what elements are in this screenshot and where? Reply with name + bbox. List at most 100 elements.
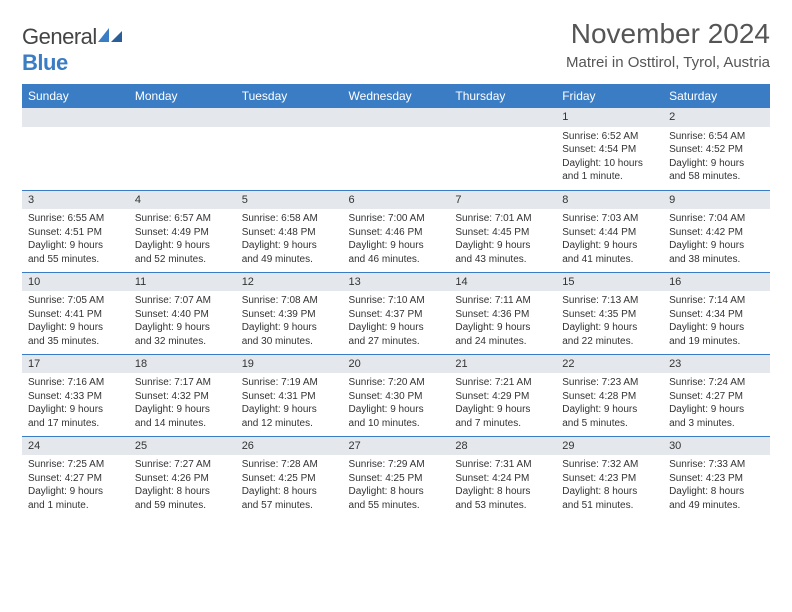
calendar-day-cell: 15Sunrise: 7:13 AMSunset: 4:35 PMDayligh… xyxy=(556,272,663,354)
day-body: Sunrise: 7:14 AMSunset: 4:34 PMDaylight:… xyxy=(663,291,770,348)
calendar-day-cell xyxy=(129,108,236,190)
calendar-day-cell: 27Sunrise: 7:29 AMSunset: 4:25 PMDayligh… xyxy=(343,436,450,518)
calendar-day-cell: 26Sunrise: 7:28 AMSunset: 4:25 PMDayligh… xyxy=(236,436,343,518)
day-number-bar: 22 xyxy=(556,355,663,374)
day-sunset: Sunset: 4:40 PM xyxy=(135,308,230,322)
day-sunrise: Sunrise: 7:19 AM xyxy=(242,376,337,390)
day-daylight2: and 24 minutes. xyxy=(455,335,550,349)
day-body: Sunrise: 7:20 AMSunset: 4:30 PMDaylight:… xyxy=(343,373,450,430)
calendar-day-cell: 9Sunrise: 7:04 AMSunset: 4:42 PMDaylight… xyxy=(663,190,770,272)
day-daylight2: and 10 minutes. xyxy=(349,417,444,431)
calendar-day-cell: 30Sunrise: 7:33 AMSunset: 4:23 PMDayligh… xyxy=(663,436,770,518)
day-number-bar: 27 xyxy=(343,437,450,456)
day-number-bar: 2 xyxy=(663,108,770,127)
day-sunset: Sunset: 4:37 PM xyxy=(349,308,444,322)
sail-icon xyxy=(98,28,124,44)
day-body: Sunrise: 7:28 AMSunset: 4:25 PMDaylight:… xyxy=(236,455,343,512)
day-daylight1: Daylight: 8 hours xyxy=(349,485,444,499)
calendar-week-row: 10Sunrise: 7:05 AMSunset: 4:41 PMDayligh… xyxy=(22,272,770,354)
day-sunrise: Sunrise: 7:11 AM xyxy=(455,294,550,308)
logo: GeneralBlue xyxy=(22,24,124,76)
calendar-day-cell: 3 Sunrise: 6:55 AMSunset: 4:51 PMDaylight… xyxy=(22,190,129,272)
day-body: Sunrise: 7:17 AMSunset: 4:32 PMDaylight:… xyxy=(129,373,236,430)
day-daylight1: Daylight: 9 hours xyxy=(135,403,230,417)
day-sunset: Sunset: 4:34 PM xyxy=(669,308,764,322)
calendar-day-cell xyxy=(22,108,129,190)
day-sunset: Sunset: 4:27 PM xyxy=(669,390,764,404)
day-daylight1: Daylight: 9 hours xyxy=(28,239,123,253)
day-number-bar: 12 xyxy=(236,273,343,292)
calendar-day-cell xyxy=(236,108,343,190)
day-daylight1: Daylight: 9 hours xyxy=(242,403,337,417)
day-body: Sunrise: 7:00 AMSunset: 4:46 PMDaylight:… xyxy=(343,209,450,266)
calendar-day-cell: 5Sunrise: 6:58 AMSunset: 4:48 PMDaylight… xyxy=(236,190,343,272)
day-daylight1: Daylight: 8 hours xyxy=(242,485,337,499)
day-body: Sunrise: 7:04 AMSunset: 4:42 PMDaylight:… xyxy=(663,209,770,266)
day-daylight2: and 57 minutes. xyxy=(242,499,337,513)
day-sunset: Sunset: 4:52 PM xyxy=(669,143,764,157)
day-daylight1: Daylight: 9 hours xyxy=(669,239,764,253)
day-number-bar: 1 xyxy=(556,108,663,127)
day-number-bar: 18 xyxy=(129,355,236,374)
day-sunrise: Sunrise: 7:13 AM xyxy=(562,294,657,308)
day-sunset: Sunset: 4:54 PM xyxy=(562,143,657,157)
day-sunset: Sunset: 4:42 PM xyxy=(669,226,764,240)
day-number-bar: 24 xyxy=(22,437,129,456)
day-sunset: Sunset: 4:46 PM xyxy=(349,226,444,240)
day-sunset: Sunset: 4:41 PM xyxy=(28,308,123,322)
day-daylight2: and 1 minute. xyxy=(28,499,123,513)
day-number-bar: 7 xyxy=(449,191,556,210)
day-number-bar: 5 xyxy=(236,191,343,210)
day-sunrise: Sunrise: 7:29 AM xyxy=(349,458,444,472)
day-number-bar: 19 xyxy=(236,355,343,374)
day-sunset: Sunset: 4:23 PM xyxy=(562,472,657,486)
day-daylight1: Daylight: 9 hours xyxy=(28,485,123,499)
day-number-bar: 30 xyxy=(663,437,770,456)
day-sunset: Sunset: 4:51 PM xyxy=(28,226,123,240)
day-number-bar: 8 xyxy=(556,191,663,210)
weekday-header: Tuesday xyxy=(236,84,343,108)
calendar-day-cell: 7Sunrise: 7:01 AMSunset: 4:45 PMDaylight… xyxy=(449,190,556,272)
weekday-header: Saturday xyxy=(663,84,770,108)
day-sunset: Sunset: 4:39 PM xyxy=(242,308,337,322)
day-body: Sunrise: 7:31 AMSunset: 4:24 PMDaylight:… xyxy=(449,455,556,512)
day-sunrise: Sunrise: 7:20 AM xyxy=(349,376,444,390)
day-daylight2: and 46 minutes. xyxy=(349,253,444,267)
day-daylight2: and 43 minutes. xyxy=(455,253,550,267)
day-number-bar: 14 xyxy=(449,273,556,292)
calendar-document: GeneralBlue November 2024 Matrei in Ostt… xyxy=(0,0,792,536)
logo-brand-b: Blue xyxy=(22,50,68,75)
calendar-day-cell: 6Sunrise: 7:00 AMSunset: 4:46 PMDaylight… xyxy=(343,190,450,272)
day-daylight2: and 55 minutes. xyxy=(28,253,123,267)
day-sunrise: Sunrise: 7:16 AM xyxy=(28,376,123,390)
day-sunrise: Sunrise: 7:08 AM xyxy=(242,294,337,308)
day-number-bar xyxy=(129,108,236,127)
day-daylight2: and 17 minutes. xyxy=(28,417,123,431)
day-sunset: Sunset: 4:31 PM xyxy=(242,390,337,404)
day-number-bar: 3 xyxy=(22,191,129,210)
logo-brand-a: General xyxy=(22,24,97,49)
day-number-bar: 23 xyxy=(663,355,770,374)
day-daylight1: Daylight: 9 hours xyxy=(242,239,337,253)
day-body: Sunrise: 6:58 AMSunset: 4:48 PMDaylight:… xyxy=(236,209,343,266)
day-sunrise: Sunrise: 7:03 AM xyxy=(562,212,657,226)
day-sunrise: Sunrise: 6:57 AM xyxy=(135,212,230,226)
calendar-week-row: 24Sunrise: 7:25 AMSunset: 4:27 PMDayligh… xyxy=(22,436,770,518)
day-daylight1: Daylight: 9 hours xyxy=(455,239,550,253)
calendar-day-cell: 12Sunrise: 7:08 AMSunset: 4:39 PMDayligh… xyxy=(236,272,343,354)
day-number-bar: 11 xyxy=(129,273,236,292)
day-daylight1: Daylight: 9 hours xyxy=(349,239,444,253)
day-number-bar: 17 xyxy=(22,355,129,374)
calendar-day-cell: 18Sunrise: 7:17 AMSunset: 4:32 PMDayligh… xyxy=(129,354,236,436)
day-daylight1: Daylight: 9 hours xyxy=(562,321,657,335)
day-body: Sunrise: 6:52 AMSunset: 4:54 PMDaylight:… xyxy=(556,127,663,184)
day-sunrise: Sunrise: 6:58 AM xyxy=(242,212,337,226)
weekday-header: Sunday xyxy=(22,84,129,108)
day-number-bar: 15 xyxy=(556,273,663,292)
day-daylight2: and 53 minutes. xyxy=(455,499,550,513)
day-sunrise: Sunrise: 6:55 AM xyxy=(28,212,123,226)
day-daylight1: Daylight: 8 hours xyxy=(669,485,764,499)
day-sunrise: Sunrise: 7:17 AM xyxy=(135,376,230,390)
weekday-header: Monday xyxy=(129,84,236,108)
calendar-day-cell: 11Sunrise: 7:07 AMSunset: 4:40 PMDayligh… xyxy=(129,272,236,354)
